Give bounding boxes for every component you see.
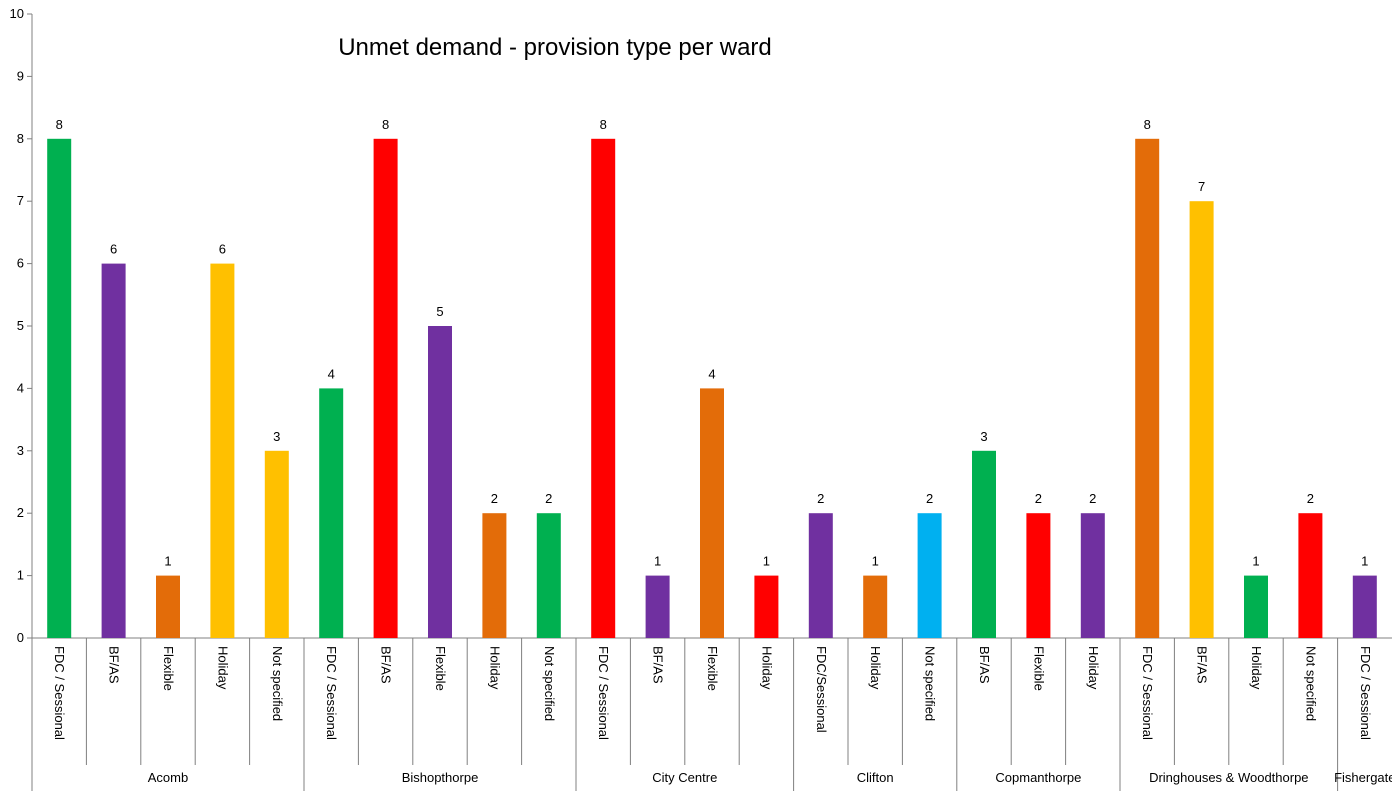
data-label: 1 [164, 554, 171, 569]
data-label: 1 [654, 554, 661, 569]
category-label: FDC / Sessional [324, 646, 339, 740]
bar [808, 513, 833, 638]
y-tick-label: 2 [17, 505, 24, 520]
data-label: 8 [382, 117, 389, 132]
data-label: 2 [1089, 491, 1096, 506]
data-label: 4 [328, 366, 335, 381]
category-label: Not specified [270, 646, 285, 721]
y-tick-label: 8 [17, 131, 24, 146]
data-label: 6 [110, 242, 117, 257]
data-label: 8 [1144, 117, 1151, 132]
data-label: 1 [872, 554, 879, 569]
y-tick-label: 6 [17, 256, 24, 271]
category-label: Flexible [705, 646, 720, 691]
ward-label: Bishopthorpe [402, 770, 479, 785]
bar [210, 263, 235, 638]
y-tick-label: 1 [17, 568, 24, 583]
category-label: FDC / Sessional [596, 646, 611, 740]
y-tick-label: 4 [17, 380, 24, 395]
bar [754, 575, 779, 638]
ward-label: Copmanthorpe [995, 770, 1081, 785]
bar [591, 138, 616, 639]
bar [373, 138, 398, 639]
y-tick-label: 9 [17, 68, 24, 83]
data-label: 1 [763, 554, 770, 569]
data-label: 2 [1307, 491, 1314, 506]
ward-label: Fishergate [1334, 770, 1392, 785]
data-label: 4 [708, 366, 715, 381]
category-label: BF/AS [651, 646, 666, 684]
bar [264, 450, 289, 638]
category-label: Not specified [1303, 646, 1318, 721]
data-label: 1 [1361, 554, 1368, 569]
data-label: 8 [56, 117, 63, 132]
data-label: 8 [600, 117, 607, 132]
category-label: Holiday [868, 646, 883, 690]
category-label: Not specified [542, 646, 557, 721]
ward-label: Dringhouses & Woodthorpe [1149, 770, 1308, 785]
data-label: 3 [980, 429, 987, 444]
bar [917, 513, 942, 638]
category-label: FDC / Sessional [52, 646, 67, 740]
data-label: 2 [491, 491, 498, 506]
category-label: Holiday [215, 646, 230, 690]
bar [319, 388, 344, 638]
y-tick-label: 0 [17, 630, 24, 645]
category-label: FDC / Sessional [1140, 646, 1155, 740]
ward-label: Clifton [857, 770, 894, 785]
bar [1026, 513, 1051, 638]
data-label: 2 [545, 491, 552, 506]
category-label: Holiday [759, 646, 774, 690]
bar [1189, 201, 1214, 638]
y-tick-label: 3 [17, 443, 24, 458]
category-label: BF/AS [379, 646, 394, 684]
bar [1352, 575, 1377, 638]
data-label: 2 [926, 491, 933, 506]
data-label: 2 [1035, 491, 1042, 506]
bar [1080, 513, 1105, 638]
category-label: BF/AS [107, 646, 122, 684]
y-tick-label: 5 [17, 318, 24, 333]
bar [156, 575, 180, 638]
category-label: Flexible [433, 646, 448, 691]
bar [47, 138, 72, 639]
chart-title: Unmet demand - provision type per ward [338, 34, 772, 61]
data-label: 5 [436, 304, 443, 319]
y-tick-label: 7 [17, 193, 24, 208]
y-tick-label: 10 [10, 6, 24, 21]
data-label: 7 [1198, 179, 1205, 194]
category-label: Flexible [1031, 646, 1046, 691]
category-label: FDC / Sessional [1358, 646, 1373, 740]
category-label: Holiday [487, 646, 502, 690]
bar [1135, 138, 1160, 639]
category-label: Holiday [1086, 646, 1101, 690]
data-label: 3 [273, 429, 280, 444]
bar [1244, 575, 1268, 638]
ward-label: City Centre [652, 770, 717, 785]
category-label: Holiday [1249, 646, 1264, 690]
ward-label: Acomb [148, 770, 188, 785]
bar [863, 575, 888, 638]
bar [1298, 513, 1323, 638]
bar [536, 513, 561, 638]
data-label: 1 [1252, 554, 1259, 569]
bar [645, 575, 670, 638]
category-label: Flexible [161, 646, 176, 691]
bar [700, 388, 724, 638]
category-label: FDC/Sessional [814, 646, 829, 733]
bar [428, 326, 452, 638]
bar [482, 513, 507, 638]
bar [972, 450, 996, 638]
category-label: Not specified [923, 646, 938, 721]
bar [101, 263, 126, 638]
category-label: BF/AS [1195, 646, 1210, 684]
plot-area: 0 1 2 3 4 5 6 7 8 9 10 8 FDC / Sessional 6 BF/AS 1 Flexi… [10, 6, 1392, 791]
category-label: BF/AS [977, 646, 992, 684]
data-label: 2 [817, 491, 824, 506]
data-label: 6 [219, 242, 226, 257]
